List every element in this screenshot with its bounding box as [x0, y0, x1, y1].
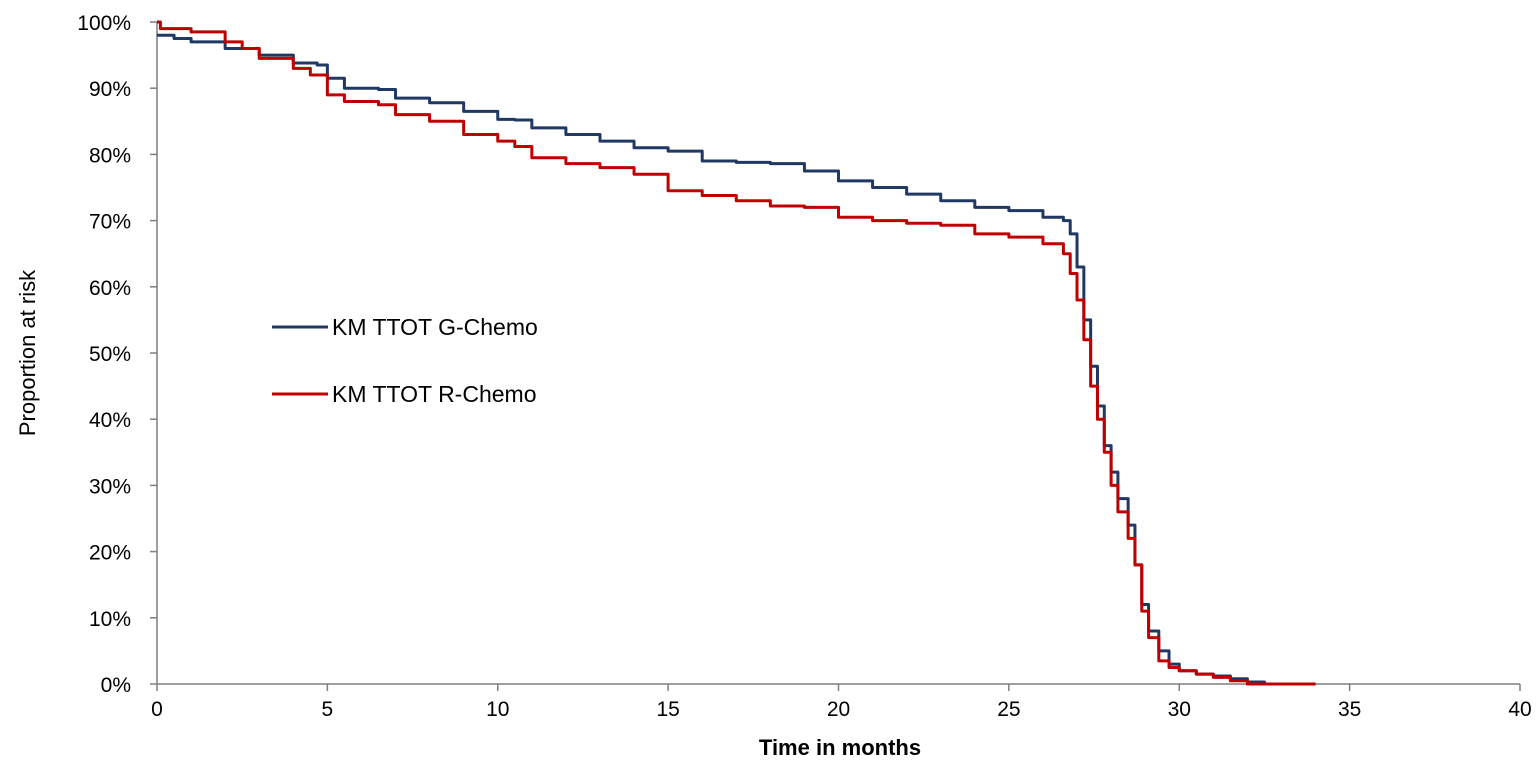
y-axis-ticks: 0% 10% 20% 30% 40% 50% 60% 70% 80% 90% 100% [77, 12, 157, 697]
x-tick-label: 25 [997, 698, 1020, 721]
x-axis-ticks: 0 5 10 15 20 25 30 35 40 [151, 684, 1532, 721]
x-axis-title: Time in months [759, 735, 921, 760]
y-axis-title: Proportion at risk [15, 269, 40, 436]
series-line-r-chemo [157, 20, 1316, 686]
x-tick-label: 10 [486, 698, 509, 721]
legend-item-r-chemo: KM TTOT R-Chemo [272, 381, 536, 407]
x-tick-label: 5 [322, 698, 334, 721]
y-tick-label: 70% [89, 211, 131, 234]
legend-label-g-chemo: KM TTOT G-Chemo [332, 314, 538, 340]
y-tick-label: 10% [89, 608, 131, 631]
y-tick-label: 30% [89, 475, 131, 498]
y-tick-label: 90% [89, 78, 131, 101]
y-tick-label: 80% [89, 144, 131, 167]
legend-label-r-chemo: KM TTOT R-Chemo [332, 381, 536, 407]
y-tick-label: 100% [77, 12, 131, 35]
x-tick-label: 20 [827, 698, 850, 721]
x-tick-label: 35 [1338, 698, 1361, 721]
legend: KM TTOT G-Chemo KM TTOT R-Chemo [272, 314, 538, 407]
y-tick-label: 20% [89, 542, 131, 565]
y-tick-label: 40% [89, 409, 131, 432]
x-tick-label: 15 [656, 698, 679, 721]
x-tick-label: 40 [1508, 698, 1531, 721]
x-tick-label: 0 [151, 698, 163, 721]
y-tick-label: 60% [89, 277, 131, 300]
y-tick-label: 0% [101, 674, 131, 697]
legend-item-g-chemo: KM TTOT G-Chemo [272, 314, 538, 340]
series-layer [157, 20, 1316, 686]
x-tick-label: 30 [1168, 698, 1191, 721]
y-tick-label: 50% [89, 343, 131, 366]
